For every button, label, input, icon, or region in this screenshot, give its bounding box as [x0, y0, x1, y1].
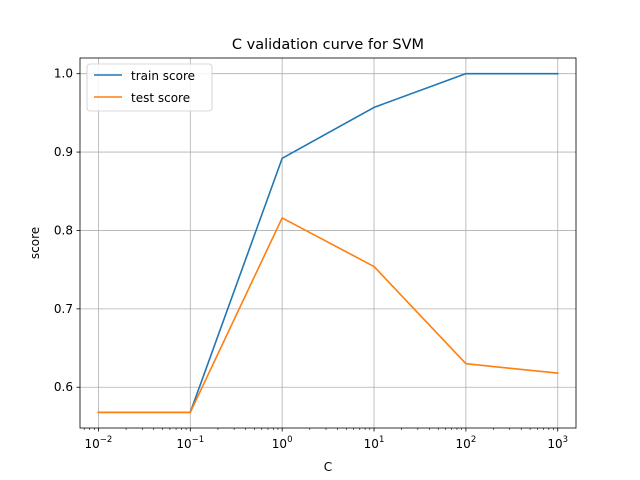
axis-ticks: 10−2 10−1 100 101 102 103 0.6 0.7 0.8 0.9 1.0	[54, 67, 568, 451]
y-tick-label: 0.8	[54, 223, 73, 237]
x-tick-label: 102	[456, 435, 477, 451]
legend-label-train-score: train score	[131, 69, 195, 83]
legend-label-test-score: test score	[131, 91, 190, 105]
y-tick-label: 0.9	[54, 145, 73, 159]
axes-frame	[79, 57, 577, 429]
x-tick-label: 10−2	[85, 435, 113, 451]
chart-title: C validation curve for SVM	[232, 37, 424, 53]
x-tick-label: 100	[272, 435, 293, 451]
y-tick-label: 1.0	[54, 67, 73, 81]
x-tick-label: 101	[364, 435, 385, 451]
y-axis-label: score	[28, 227, 42, 259]
y-tick-label: 0.7	[54, 302, 73, 316]
y-tick-label: 0.6	[54, 380, 73, 394]
series-line-test-score	[97, 217, 559, 414]
x-tick-label: 103	[547, 435, 568, 451]
legend: train score test score	[86, 63, 213, 112]
x-minor-ticks	[83, 428, 554, 430]
series-lines	[97, 72, 559, 414]
x-axis-label: C	[324, 460, 332, 474]
x-tick-label: 10−1	[176, 435, 204, 451]
